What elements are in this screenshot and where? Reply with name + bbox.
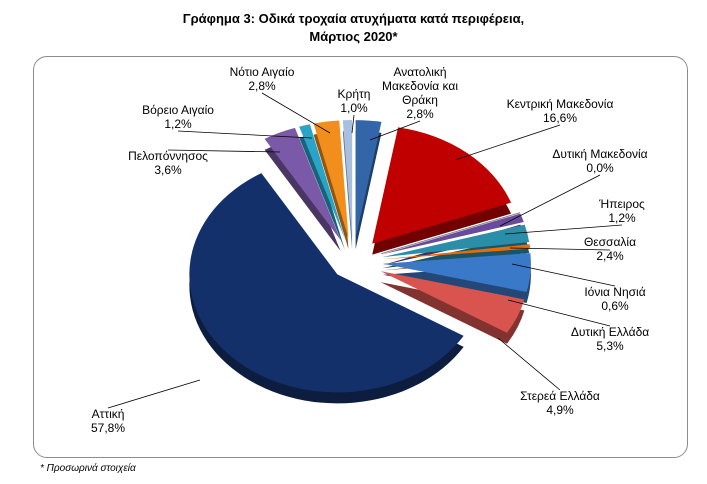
pie-slice <box>355 120 382 239</box>
slice-label: Δυτική Μακεδονία 0,0% <box>552 147 647 175</box>
pie-slice <box>189 173 464 393</box>
chart-title-line1: Γράφημα 3: Οδικά τροχαία ατυχήματα κατά … <box>182 11 525 26</box>
slice-label: Θεσσαλία 2,4% <box>584 235 636 263</box>
pie-slice <box>299 124 345 239</box>
slice-label: Αττική 57,8% <box>91 407 125 435</box>
slice-label: Πελοπόννησος 3,6% <box>128 149 208 177</box>
slice-label: Ανατολική Μακεδονία και Θράκη 2,8% <box>382 65 458 121</box>
pie-slice-depth <box>264 138 341 252</box>
pie-slice <box>264 127 341 241</box>
chart-frame <box>33 56 688 458</box>
slice-label: Κρήτη 1,0% <box>338 87 371 115</box>
leader-line <box>509 247 611 251</box>
slice-label: Στερεά Ελλάδα 4,9% <box>520 389 600 417</box>
leader-line <box>369 120 421 141</box>
slice-label: Ιόνια Νησιά 0,6% <box>584 285 645 313</box>
pie-slice <box>380 271 525 333</box>
pie-slice <box>382 244 531 260</box>
leader-line <box>499 174 601 227</box>
pie-slice-depth <box>380 282 525 344</box>
chart-title-line2: Μάρτιος 2020* <box>309 29 398 44</box>
slice-label: Ήπειρος 1,2% <box>598 197 645 225</box>
leader-line <box>507 299 611 327</box>
slice-label: Δυτική Ελλάδα 5,3% <box>571 325 649 353</box>
leader-line <box>107 379 201 409</box>
pie-slice <box>342 120 353 239</box>
pie-slice <box>382 253 531 293</box>
pie-slice <box>382 224 530 258</box>
pie-slice <box>313 120 349 239</box>
footnote: * Προσωρινά στοιχεία <box>40 463 136 474</box>
leader-line <box>511 263 616 287</box>
slice-label: Κεντρική Μακεδονία 16,6% <box>507 97 614 125</box>
leader-line <box>177 130 313 139</box>
leader-line <box>167 149 281 153</box>
leader-line <box>454 124 561 161</box>
slice-label: Βόρειο Αιγαίο 1,2% <box>142 103 214 131</box>
leader-line <box>351 114 355 134</box>
pie-slice <box>381 213 524 255</box>
pie-slice <box>380 212 521 255</box>
pie-slice-depth <box>299 135 345 250</box>
slice-label: Νότιο Αιγαίο 2,8% <box>230 65 295 93</box>
pie-slice <box>372 127 512 244</box>
leader-line <box>497 337 561 391</box>
leader-line <box>261 92 331 134</box>
leader-line <box>504 224 623 235</box>
